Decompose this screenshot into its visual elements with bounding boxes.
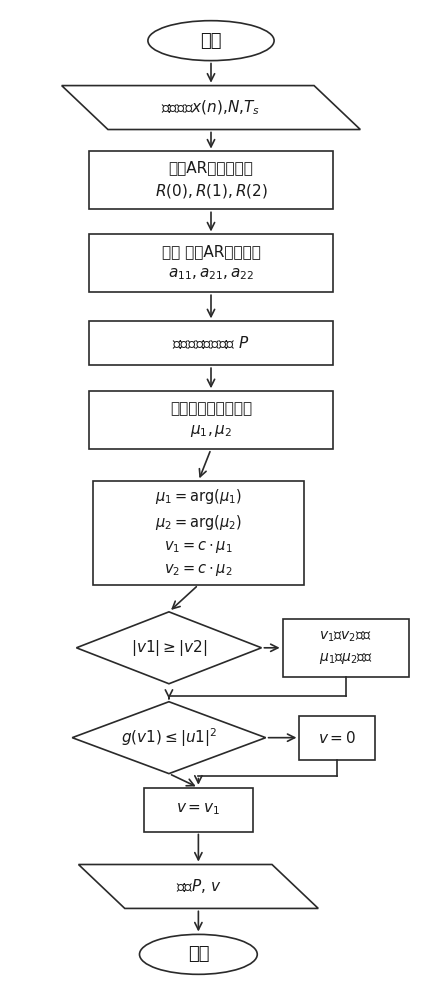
Bar (299, 716, 375, 760)
Text: $v=v_1$: $v=v_1$ (176, 802, 221, 817)
Text: 由系数求解功率谱 $P$: 由系数求解功率谱 $P$ (172, 335, 250, 352)
Text: $v=0$: $v=0$ (318, 730, 356, 746)
Text: $g(v1)\leq|u1|^2$: $g(v1)\leq|u1|^2$ (121, 726, 217, 749)
Text: 开始: 开始 (200, 32, 222, 50)
Bar (89, 234, 333, 292)
Bar (93, 481, 303, 585)
Bar (89, 391, 333, 449)
Bar (282, 619, 408, 677)
Ellipse shape (140, 934, 257, 974)
Text: 计算方程的两个极点
$\mu_1,\mu_2$: 计算方程的两个极点 $\mu_1,\mu_2$ (170, 401, 252, 439)
Text: 输入数据$x(n)$,$N$,$T_s$: 输入数据$x(n)$,$N$,$T_s$ (161, 98, 261, 117)
Ellipse shape (148, 21, 274, 61)
Text: $\mu_1=\mathrm{arg}(\mu_1)$
$\mu_2=\mathrm{arg}(\mu_2)$
$v_1=c\cdot\mu_1$
$v_2=c: $\mu_1=\mathrm{arg}(\mu_1)$ $\mu_2=\math… (155, 487, 242, 578)
Bar (144, 788, 253, 832)
Text: $v_1$与$v_2$互换
$\mu_1$与$\mu_2$互换: $v_1$与$v_2$互换 $\mu_1$与$\mu_2$互换 (319, 630, 373, 666)
Bar (89, 151, 333, 209)
Text: $|v1|\geq|v2|$: $|v1|\geq|v2|$ (130, 638, 207, 658)
Polygon shape (62, 86, 360, 130)
Text: 结束: 结束 (188, 945, 209, 963)
Polygon shape (78, 864, 318, 908)
Polygon shape (76, 612, 262, 684)
Polygon shape (72, 702, 266, 774)
Text: 计算AR自相关系数
$R(0),R(1),R(2)$: 计算AR自相关系数 $R(0),R(1),R(2)$ (154, 161, 268, 200)
Text: 输出$P$, $v$: 输出$P$, $v$ (176, 877, 221, 895)
Text: 计算 二阶AR模型系数
$a_{11},a_{21},a_{22}$: 计算 二阶AR模型系数 $a_{11},a_{21},a_{22}$ (162, 244, 260, 282)
Bar (89, 321, 333, 365)
